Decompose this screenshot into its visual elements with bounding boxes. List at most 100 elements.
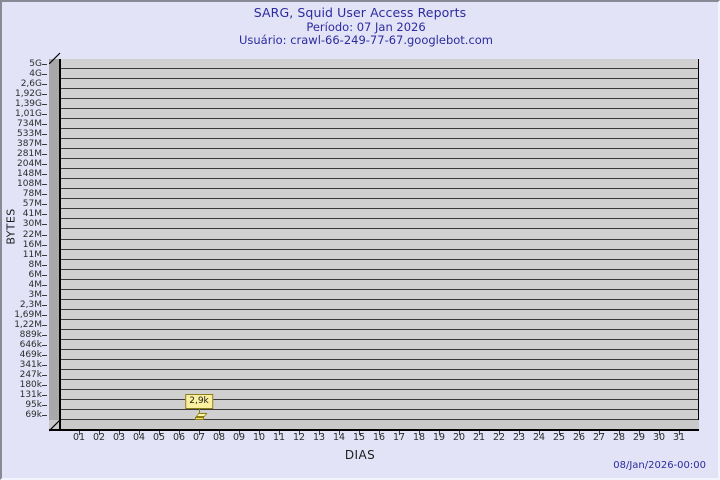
x-axis-tick-label: 31 <box>672 432 686 443</box>
gridline-horizontal <box>59 289 698 290</box>
y-axis-tick-label: 180k <box>19 379 42 390</box>
gridline-horizontal <box>59 309 698 310</box>
y-axis-tick-label: 5G <box>29 58 42 69</box>
x-axis-tick-mark <box>79 431 80 435</box>
gridline-horizontal <box>59 259 698 260</box>
y-axis-tick-mark <box>42 104 47 105</box>
x-axis-tick-mark <box>539 431 540 435</box>
x-axis-tick-mark <box>619 431 620 435</box>
y-axis-tick-mark <box>42 235 47 236</box>
y-axis-line <box>59 59 61 431</box>
plot-corner-top-connector <box>49 52 61 64</box>
y-axis-tick-mark <box>42 295 47 296</box>
x-axis-tick-mark <box>119 431 120 435</box>
x-axis-tick-label: 22 <box>492 432 506 443</box>
x-axis-tick-mark <box>359 431 360 435</box>
x-axis-tick-mark <box>459 431 460 435</box>
y-axis-tick-label: 1,39G <box>14 98 42 109</box>
page-title: SARG, Squid User Access Reports <box>253 5 467 20</box>
y-axis-tick-mark <box>42 94 47 95</box>
y-axis-tick-mark <box>42 405 47 406</box>
data-bar[interactable] <box>194 417 204 420</box>
gridline-horizontal <box>59 168 698 169</box>
x-axis-tick-mark <box>639 431 640 435</box>
y-axis-tick-label: 95k <box>25 399 42 410</box>
x-axis-tick-label: 12 <box>292 432 306 443</box>
y-axis-tick-mark <box>42 305 47 306</box>
y-axis-tick-label: 30M <box>22 218 42 229</box>
x-axis-tick-label: 29 <box>632 432 646 443</box>
gridline-horizontal <box>59 228 698 229</box>
y-axis-tick-mark <box>42 395 47 396</box>
x-axis-tick-mark <box>419 431 420 435</box>
report-period: Período: 07 Jan 2026 <box>306 19 426 34</box>
y-axis-tick-label: 41M <box>22 208 42 219</box>
plot-frame <box>49 59 699 430</box>
y-axis-tick-mark <box>42 154 47 155</box>
y-axis-tick-mark <box>42 255 47 256</box>
y-axis-tick-label: 341k <box>19 359 42 370</box>
gridline-horizontal <box>59 188 698 189</box>
y-axis-tick-mark <box>42 355 47 356</box>
y-axis-tick-label: 11M <box>22 249 42 260</box>
x-axis-tick-mark <box>299 431 300 435</box>
y-axis-labels: 5G 4G 2,6G 1,92G 1,39G 1,01G 734M 533M 387M 281M 2… <box>2 59 46 430</box>
gridline-horizontal <box>59 208 698 209</box>
y-axis-tick-label: 281M <box>17 148 42 159</box>
gridline-horizontal <box>59 78 698 79</box>
x-axis-tick-label: 27 <box>592 432 606 443</box>
plot-3d-left-face <box>49 59 59 430</box>
y-axis-tick-mark <box>42 385 47 386</box>
x-axis-tick-mark <box>479 431 480 435</box>
x-axis-tick-label: 26 <box>572 432 586 443</box>
x-axis-tick-mark <box>519 431 520 435</box>
y-axis-tick-mark <box>42 375 47 376</box>
y-axis-tick-label: 1,22M <box>14 319 42 330</box>
x-axis-tick-mark <box>179 431 180 435</box>
y-axis-tick-label: 4G <box>29 68 42 79</box>
x-axis-tick-label: 10 <box>252 432 266 443</box>
y-axis-tick-mark <box>42 265 47 266</box>
x-axis-tick-mark <box>259 431 260 435</box>
gridline-horizontal <box>59 138 698 139</box>
gridline-horizontal <box>59 409 698 410</box>
x-axis-tick-label: 02 <box>92 432 106 443</box>
x-axis-tick-mark <box>439 431 440 435</box>
y-axis-tick-mark <box>42 164 47 165</box>
y-axis-tick-mark <box>42 84 47 85</box>
x-axis-tick-mark <box>679 431 680 435</box>
x-axis-tick-mark <box>579 431 580 435</box>
y-axis-tick-mark <box>42 365 47 366</box>
x-axis-tick-mark <box>99 431 100 435</box>
gridline-horizontal <box>59 389 698 390</box>
x-axis-tick-mark <box>199 431 200 435</box>
x-axis-tick-label: 14 <box>332 432 346 443</box>
x-axis-tick-label: 23 <box>512 432 526 443</box>
x-axis-tick-label: 09 <box>232 432 246 443</box>
gridline-horizontal <box>59 329 698 330</box>
x-axis-tick-mark <box>219 431 220 435</box>
x-axis-labels: 01 02 03 04 05 06 07 08 09 10 11 12 13 14 15 16 17 18 19 20… <box>59 432 699 448</box>
gridline-horizontal <box>59 158 698 159</box>
y-axis-tick-mark <box>42 345 47 346</box>
x-axis-tick-label: 13 <box>312 432 326 443</box>
x-axis-tick-mark <box>399 431 400 435</box>
y-axis-tick-mark <box>42 114 47 115</box>
gridline-horizontal <box>59 178 698 179</box>
gridline-horizontal <box>59 419 698 420</box>
x-axis-tick-label: 19 <box>432 432 446 443</box>
x-axis-tick-label: 08 <box>212 432 226 443</box>
x-axis-tick-label: 30 <box>652 432 666 443</box>
x-axis-line <box>49 429 699 431</box>
x-axis-tick-label: 20 <box>452 432 466 443</box>
y-axis-tick-label: 22M <box>22 229 42 240</box>
gridline-horizontal <box>59 128 698 129</box>
x-axis-tick-mark <box>659 431 660 435</box>
x-axis-tick-label: 15 <box>352 432 366 443</box>
gridline-horizontal <box>59 108 698 109</box>
y-axis-tick-label: 69k <box>25 409 42 420</box>
x-axis-tick-label: 11 <box>272 432 286 443</box>
y-axis-tick-label: 247k <box>19 369 42 380</box>
y-axis-tick-label: 734M <box>17 118 42 129</box>
